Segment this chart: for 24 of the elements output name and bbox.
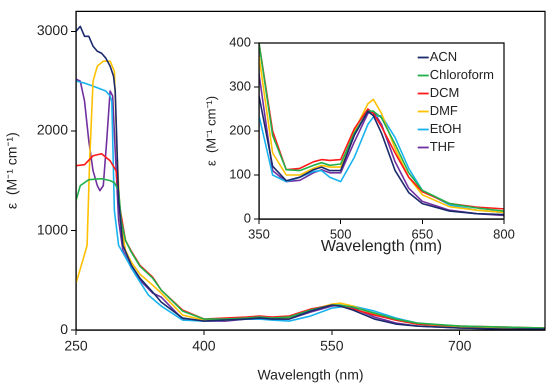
y-tick-label: 100 [229, 166, 251, 182]
x-tick-label: 250 [64, 337, 88, 354]
y-axis-title: ε (M⁻¹ cm⁻¹) [203, 96, 218, 166]
y-tick-label: 1000 [36, 221, 68, 238]
y-axis-title: ε (M⁻¹ cm⁻¹) [3, 132, 20, 210]
y-tick-label: 300 [229, 78, 251, 94]
legend-label: ACN [430, 49, 458, 64]
x-tick-label: 700 [448, 337, 472, 354]
y-tick-label: 3000 [36, 22, 68, 38]
legend-label: EtOH [430, 121, 462, 136]
x-tick-label: 800 [493, 226, 515, 242]
legend-label: DMF [430, 103, 458, 118]
x-axis-title: Wavelength (nm) [257, 366, 364, 382]
legend-label: THF [430, 139, 456, 154]
y-tick-label: 0 [60, 320, 68, 337]
x-tick-label: 350 [248, 226, 270, 242]
y-tick-label: 2000 [36, 122, 68, 138]
x-tick-label: 400 [192, 337, 216, 354]
x-tick-label: 550 [320, 337, 344, 354]
y-tick-label: 0 [244, 210, 251, 226]
y-tick-label: 400 [229, 34, 251, 50]
y-tick-label: 200 [229, 122, 251, 138]
legend-label: Chloroform [430, 67, 494, 82]
legend-label: DCM [430, 85, 460, 100]
